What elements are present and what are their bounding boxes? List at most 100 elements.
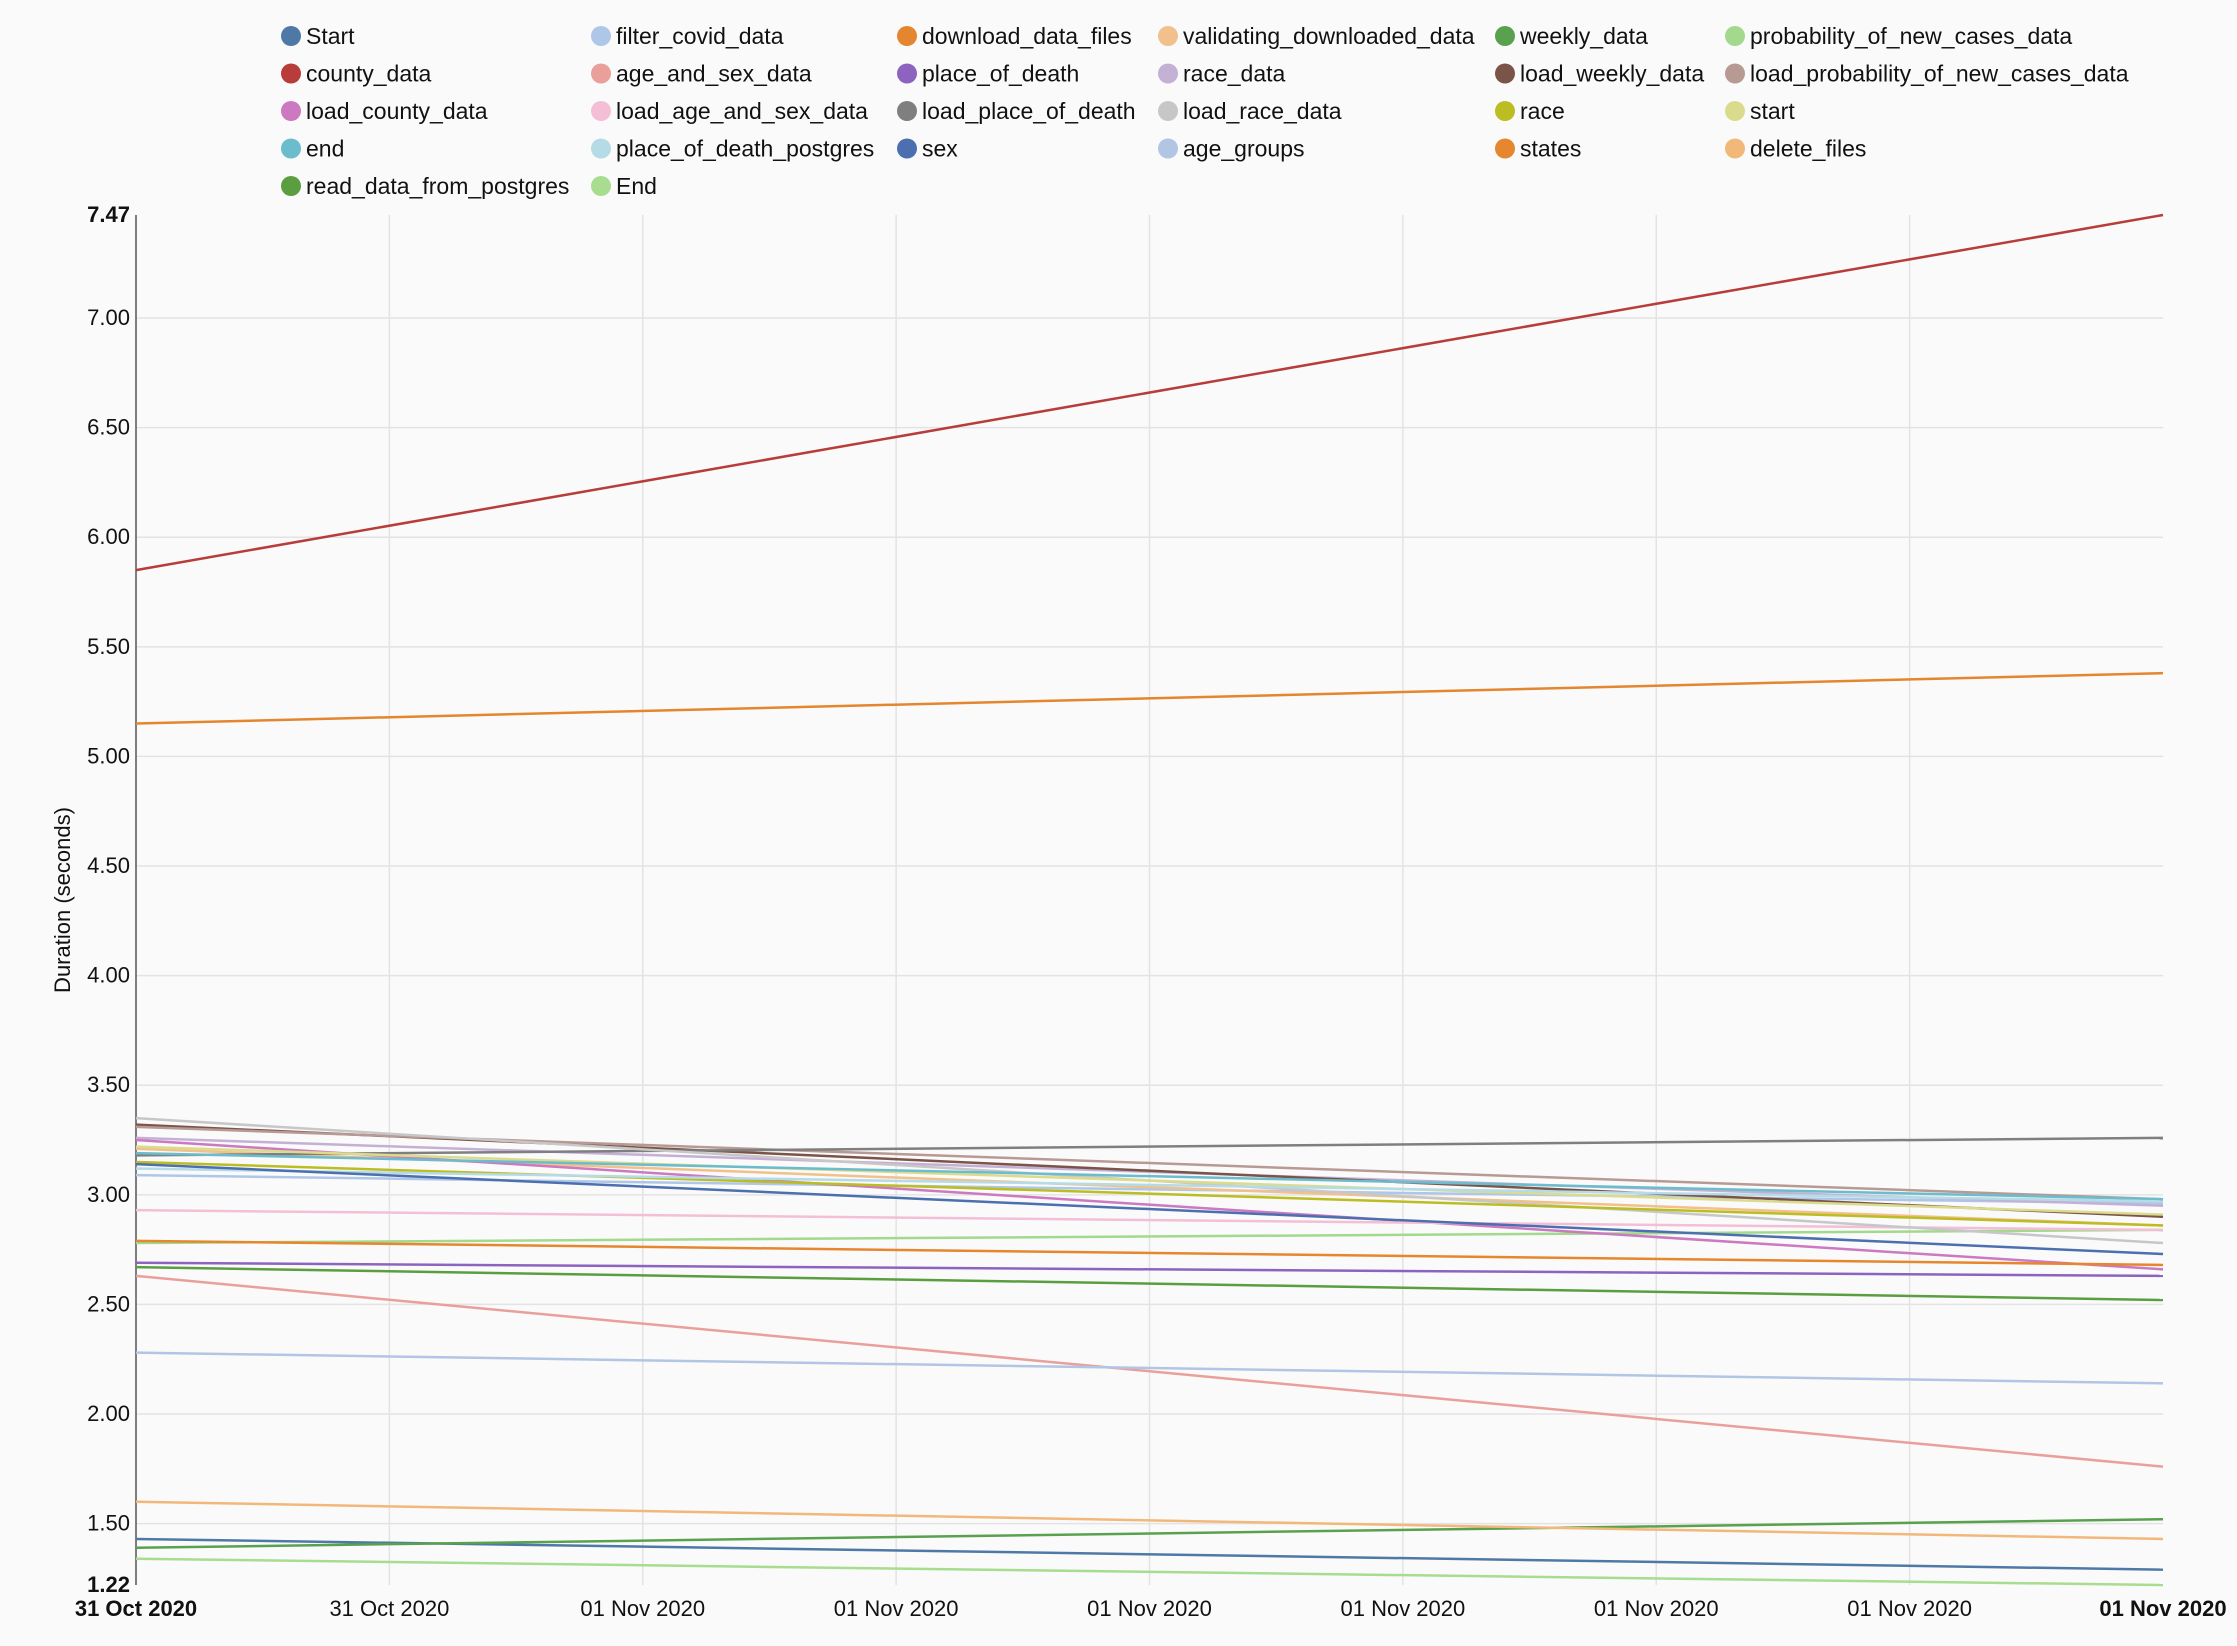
- x-tick-label: 31 Oct 2020: [329, 1596, 449, 1621]
- series-line: [135, 213, 2164, 572]
- series-line: [135, 1517, 2164, 1549]
- legend-item[interactable]: probability_of_new_cases_data: [1725, 23, 2072, 49]
- legend-item[interactable]: place_of_death: [897, 61, 1079, 87]
- y-axis-title: Duration (seconds): [50, 807, 75, 993]
- series-line: [135, 1151, 2164, 1201]
- legend-swatch: [1158, 63, 1178, 84]
- legend-item[interactable]: weekly_data: [1495, 23, 1648, 49]
- legend-label: weekly_data: [1519, 23, 1648, 49]
- y-tick-label: 1.22: [87, 1572, 130, 1597]
- legend-item[interactable]: load_race_data: [1158, 98, 1342, 124]
- legend-item[interactable]: load_county_data: [281, 98, 488, 124]
- series-line: [135, 1265, 2164, 1302]
- legend-label: Start: [306, 23, 355, 49]
- y-tick-label: 3.00: [87, 1182, 130, 1207]
- legend-item[interactable]: end: [281, 136, 344, 162]
- axes: 1.22 1.50 2.00 2.50 3.00 3.50 4.00 4.50 5.00 5.50…: [75, 202, 2227, 1621]
- legend-label: read_data_from_postgres: [306, 173, 569, 199]
- legend-swatch: [591, 101, 611, 121]
- legend-item[interactable]: age_groups: [1158, 136, 1305, 162]
- series-line: [135, 1261, 2164, 1278]
- legend-label: load_place_of_death: [922, 98, 1136, 124]
- legend-label: county_data: [306, 61, 432, 87]
- legend-item[interactable]: End: [591, 173, 657, 199]
- legend-label: race_data: [1183, 61, 1286, 87]
- legend-label: load_race_data: [1183, 98, 1342, 124]
- legend-label: load_weekly_data: [1520, 61, 1704, 87]
- legend: Start filter_covid_data download_data_file…: [281, 23, 2129, 199]
- legend-item[interactable]: load_probability_of_new_cases_data: [1725, 61, 2129, 87]
- series-line: [135, 1557, 2164, 1587]
- legend-item[interactable]: sex: [897, 136, 958, 162]
- legend-swatch: [591, 176, 611, 196]
- series-line: [135, 1160, 2164, 1227]
- series-line: [135, 1351, 2164, 1385]
- legend-item[interactable]: place_of_death_postgres: [591, 136, 874, 162]
- legend-item[interactable]: race_data: [1158, 61, 1286, 87]
- series-line: [135, 1500, 2164, 1541]
- legend-swatch: [281, 138, 301, 159]
- x-tick-label: 01 Nov 2020: [1340, 1596, 1465, 1621]
- legend-label: states: [1520, 136, 1581, 162]
- legend-swatch: [897, 26, 917, 46]
- series-line: [135, 1145, 2164, 1216]
- y-tick-label: 4.50: [87, 853, 130, 878]
- x-tick-label: 01 Nov 2020: [834, 1596, 959, 1621]
- legend-item[interactable]: county_data: [281, 61, 432, 87]
- legend-label: filter_covid_data: [616, 23, 784, 49]
- legend-item[interactable]: validating_downloaded_data: [1158, 23, 1475, 49]
- legend-item[interactable]: Start: [281, 23, 355, 49]
- y-tick-label: 1.50: [87, 1511, 130, 1536]
- x-tick-label: 01 Nov 2020: [580, 1596, 705, 1621]
- legend-swatch: [591, 138, 611, 159]
- legend-swatch: [1158, 26, 1178, 46]
- legend-item[interactable]: filter_covid_data: [591, 23, 784, 49]
- legend-label: download_data_files: [922, 23, 1132, 49]
- legend-swatch: [1158, 138, 1178, 159]
- legend-label: race: [1520, 98, 1565, 124]
- legend-item[interactable]: load_weekly_data: [1495, 61, 1704, 87]
- series-lines: [135, 213, 2164, 1587]
- legend-item[interactable]: delete_files: [1725, 136, 1866, 162]
- series-line: [135, 671, 2164, 725]
- legend-swatch: [897, 101, 917, 121]
- legend-swatch: [1725, 101, 1745, 121]
- series-line: [135, 1239, 2164, 1267]
- y-tick-label: 2.00: [87, 1401, 130, 1426]
- legend-swatch: [281, 176, 301, 196]
- series-line: [135, 1162, 2164, 1256]
- legend-swatch: [1495, 63, 1515, 84]
- grid-lines: [136, 215, 2163, 1585]
- legend-item[interactable]: download_data_files: [897, 23, 1132, 49]
- y-tick-label: 7.47: [87, 202, 130, 227]
- y-tick-label: 4.00: [87, 963, 130, 988]
- legend-item[interactable]: states: [1495, 136, 1581, 162]
- legend-swatch: [1725, 138, 1745, 159]
- legend-item[interactable]: start: [1725, 98, 1795, 124]
- legend-label: end: [306, 136, 344, 162]
- y-tick-label: 5.00: [87, 743, 130, 768]
- legend-item[interactable]: age_and_sex_data: [591, 61, 812, 87]
- legend-item[interactable]: race: [1495, 98, 1565, 124]
- series-line: [135, 1136, 2164, 1157]
- series-line: [135, 1228, 2164, 1245]
- legend-swatch: [1495, 101, 1515, 121]
- legend-label: place_of_death_postgres: [616, 136, 874, 162]
- legend-label: load_county_data: [306, 98, 488, 124]
- legend-swatch: [897, 138, 917, 159]
- legend-label: age_and_sex_data: [616, 61, 812, 87]
- series-line: [135, 1167, 2164, 1203]
- legend-label: load_probability_of_new_cases_data: [1750, 61, 2129, 87]
- legend-label: age_groups: [1183, 136, 1305, 162]
- legend-item[interactable]: load_place_of_death: [897, 98, 1136, 124]
- legend-label: sex: [922, 136, 958, 162]
- y-tick-label: 2.50: [87, 1291, 130, 1316]
- x-tick-label: 01 Nov 2020: [1594, 1596, 1719, 1621]
- legend-item[interactable]: load_age_and_sex_data: [591, 98, 868, 124]
- x-tick-label: 01 Nov 2020: [1847, 1596, 1972, 1621]
- legend-item[interactable]: read_data_from_postgres: [281, 173, 569, 199]
- y-tick-label: 6.00: [87, 524, 130, 549]
- x-tick-label: 01 Nov 2020: [1087, 1596, 1212, 1621]
